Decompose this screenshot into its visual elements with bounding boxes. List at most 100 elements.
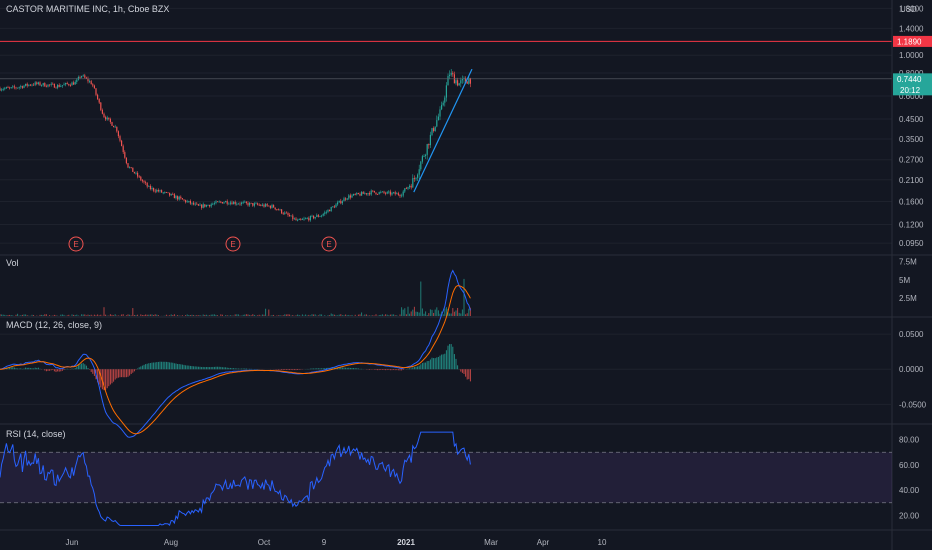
candle-body — [220, 201, 222, 203]
candle-body — [338, 200, 340, 203]
earnings-marker[interactable]: E — [321, 236, 337, 252]
candle-body — [452, 72, 454, 75]
candle-body — [381, 191, 383, 193]
macd-hist-bar — [204, 367, 206, 370]
volume-bar — [143, 315, 145, 316]
candle-body — [321, 215, 323, 217]
macd-hist-bar — [207, 366, 209, 370]
time-axis[interactable]: Jun Aug Oct 9 2021 Mar Apr 10 — [66, 538, 607, 547]
macd-hist-bar — [437, 356, 439, 370]
candle-body — [461, 78, 463, 81]
macd-hist-bar — [82, 363, 84, 370]
candle-body — [348, 195, 350, 199]
candle-body — [437, 116, 439, 121]
macd-hist-bar — [15, 368, 17, 370]
price-tick-label: 0.1600 — [899, 198, 924, 207]
candle-body — [100, 102, 102, 110]
volume-bar — [399, 314, 401, 316]
volume-tick-label: 7.5M — [899, 258, 917, 267]
price-tick-label: 0.3500 — [899, 135, 924, 144]
candle-body — [212, 203, 214, 205]
candle-body — [191, 202, 193, 204]
macd-hist-bar — [468, 369, 470, 380]
time-tick-label: Apr — [537, 538, 550, 547]
candle-body — [87, 78, 89, 82]
volume-bar — [319, 314, 321, 316]
volume-axis[interactable]: 7.5M 5M 2.5M — [899, 258, 917, 303]
candle-body — [37, 82, 39, 84]
candle-body — [122, 146, 124, 153]
candle-body — [148, 185, 150, 187]
price-tick-label: 0.6000 — [899, 92, 924, 101]
candle-body — [405, 188, 407, 190]
volume-bar — [469, 307, 471, 316]
volume-bar — [317, 315, 319, 316]
candle-body — [15, 87, 17, 89]
volume-bar — [68, 314, 70, 316]
volume-bar — [460, 313, 462, 316]
candle-body — [66, 82, 68, 85]
volume-bars — [0, 278, 471, 316]
volume-bar — [63, 314, 65, 316]
candle-body — [359, 193, 361, 196]
last-price-tag: 0.7440 20:12 — [893, 73, 932, 96]
volume-bar — [66, 315, 68, 316]
candle-body — [29, 84, 31, 86]
volume-bar — [292, 315, 294, 316]
rsi-axis[interactable]: 80.00 60.00 40.00 20.00 — [899, 436, 920, 521]
volume-bar — [85, 315, 87, 316]
candle-body — [332, 206, 334, 208]
earnings-marker[interactable]: E — [68, 236, 84, 252]
volume-bar — [20, 315, 22, 316]
candle-body — [410, 185, 412, 188]
candle-body — [391, 192, 393, 195]
volume-bar — [257, 315, 259, 316]
volume-bar — [89, 315, 91, 316]
candle-body — [269, 205, 271, 208]
volume-bar — [413, 306, 415, 316]
volume-bar — [61, 314, 63, 316]
volume-bar — [90, 314, 92, 316]
macd-hist-bar — [433, 358, 435, 370]
candle-body — [284, 212, 286, 214]
candle-body — [249, 202, 251, 206]
volume-bar — [157, 315, 159, 316]
macd-hist-bar — [202, 366, 204, 370]
candle-body — [306, 218, 308, 220]
candle-body — [297, 219, 299, 221]
volume-bar — [145, 314, 147, 316]
macd-hist-bar — [226, 367, 228, 370]
candle-body — [354, 193, 356, 195]
candle-body — [282, 213, 284, 215]
volume-bar — [308, 314, 310, 316]
macd-hist-bar — [194, 366, 196, 370]
earnings-markers[interactable]: E E E — [68, 236, 337, 252]
volume-bar — [194, 315, 196, 316]
macd-hist-bar — [196, 366, 198, 370]
candle-body — [133, 171, 135, 174]
macd-hist-bar — [33, 368, 35, 370]
macd-axis[interactable]: 0.0500 0.0000 -0.0500 — [899, 330, 927, 409]
macd-hist-bar — [153, 362, 155, 370]
candle-body — [276, 209, 278, 211]
macd-hist-bar — [425, 362, 427, 370]
macd-hist-bar — [173, 363, 175, 370]
candle-body — [274, 207, 276, 210]
earnings-marker[interactable]: E — [225, 236, 241, 252]
volume-bar — [321, 314, 323, 316]
trendline[interactable] — [413, 68, 473, 193]
volume-bar — [12, 315, 14, 316]
volume-bar — [418, 312, 420, 316]
candle-body — [228, 203, 230, 205]
volume-bar — [341, 315, 343, 316]
candle-body — [303, 218, 305, 220]
price-tick-label: 0.0950 — [899, 239, 924, 248]
macd-hist-bar — [413, 366, 415, 370]
macd-hist-bar — [447, 345, 449, 370]
candle-body — [193, 202, 195, 205]
candle-body — [431, 128, 433, 135]
macd-hist-bar — [138, 367, 140, 370]
macd-hist-bar — [121, 369, 123, 378]
candle-body — [101, 109, 103, 114]
